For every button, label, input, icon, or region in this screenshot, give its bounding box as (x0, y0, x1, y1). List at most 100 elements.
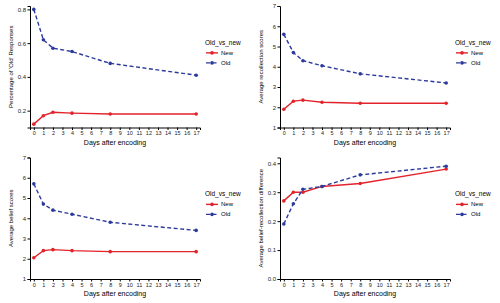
series-point (444, 81, 448, 85)
plot-area (282, 164, 448, 225)
legend: Old_vs_newNewOld (205, 39, 241, 66)
x-tick: 1 (292, 128, 295, 137)
y-tick-mark (28, 111, 31, 112)
legend-key-marker (460, 213, 464, 217)
x-tick-label: 13 (155, 130, 161, 136)
x-tick-label: 15 (425, 282, 431, 288)
x-tick-label: 6 (340, 130, 343, 136)
x-tick: 15 (425, 279, 431, 288)
y-axis-line (28, 158, 31, 280)
legend-label: Old (221, 60, 230, 66)
y-tick-mark (278, 163, 281, 164)
x-tick-label: 14 (415, 130, 421, 136)
x-tick-label: 13 (405, 282, 411, 288)
x-tick-label: 0 (33, 130, 36, 136)
x-tick-label: 12 (146, 282, 152, 288)
x-tick: 16 (434, 128, 440, 137)
x-tick: 9 (119, 128, 122, 137)
x-tick-label: 16 (434, 282, 440, 288)
y-tick-mark (28, 198, 31, 199)
x-tick-label: 2 (302, 130, 305, 136)
y-tick-label: 0.6 (18, 41, 27, 47)
x-tick: 1 (42, 128, 45, 137)
x-tick-label: 2 (52, 130, 55, 136)
x-tick: 5 (331, 128, 334, 137)
x-tick-label: 13 (405, 130, 411, 136)
y-tick: 5 (273, 44, 280, 50)
x-tick: 3 (311, 128, 314, 137)
x-tick-label: 15 (175, 282, 181, 288)
x-tick-label: 5 (81, 130, 84, 136)
y-tick-mark (28, 77, 31, 78)
x-tick-label: 16 (184, 130, 190, 136)
series-point (358, 101, 362, 105)
x-tick-label: 1 (42, 130, 45, 136)
series-point (320, 64, 324, 68)
y-tick: 0.4 (268, 161, 280, 167)
x-tick: 11 (387, 279, 393, 288)
series-point (108, 62, 112, 66)
legend-title: Old_vs_new (205, 39, 241, 47)
series-point (320, 185, 324, 189)
legend-title: Old_vs_new (205, 190, 241, 198)
x-tick: 0 (283, 279, 286, 288)
y-tick: 0.6 (18, 41, 30, 47)
x-tick-label: 10 (377, 130, 383, 136)
series-point (108, 112, 112, 116)
series-point (444, 164, 448, 168)
x-tick: 3 (311, 279, 314, 288)
x-tick: 17 (444, 279, 450, 288)
legend-label: Old (471, 211, 480, 217)
x-tick-label: 5 (331, 130, 334, 136)
x-tick: 11 (387, 128, 393, 137)
x-tick: 6 (340, 128, 343, 137)
y-tick-label: 2 (273, 105, 277, 111)
y-tick-mark (278, 107, 281, 108)
x-tick: 13 (405, 279, 411, 288)
x-tick: 8 (109, 279, 112, 288)
x-tick-label: 9 (119, 130, 122, 136)
x-tick: 15 (175, 128, 181, 137)
x-tick-label: 5 (331, 282, 334, 288)
x-tick-label: 9 (369, 130, 372, 136)
x-tick: 10 (377, 279, 383, 288)
x-tick-label: 7 (350, 130, 353, 136)
panel: 012345678910111213141516171234567Days af… (258, 3, 491, 146)
series-point (358, 72, 362, 76)
y-axis-title: Average belief-recollection difference (258, 168, 264, 267)
y-tick-label: 0.2 (18, 108, 27, 114)
plot-area (32, 8, 198, 126)
series-line (34, 184, 196, 231)
series-point (194, 229, 198, 233)
x-tick: 14 (165, 128, 171, 137)
x-tick-label: 1 (292, 130, 295, 136)
x-tick-label: 8 (109, 130, 112, 136)
x-tick-label: 12 (396, 282, 402, 288)
y-tick: 0.0 (268, 276, 280, 282)
x-tick: 1 (292, 279, 295, 288)
y-tick-mark (28, 43, 31, 44)
panel: 012345678910111213141516170.00.10.20.30.… (258, 158, 491, 298)
x-tick: 15 (425, 128, 431, 137)
y-tick: 4 (273, 64, 280, 70)
x-tick-label: 14 (165, 282, 171, 288)
y-tick-label: 0.4 (268, 161, 277, 167)
series-point (292, 190, 296, 194)
series-point (282, 199, 286, 203)
x-axis-title: Days after encoding (334, 290, 396, 298)
legend-label: Old (471, 60, 480, 66)
x-tick: 6 (90, 128, 93, 137)
x-tick: 2 (302, 128, 305, 137)
y-tick-label: 0.8 (18, 7, 27, 13)
x-tick: 12 (396, 279, 402, 288)
y-tick-mark (278, 47, 281, 48)
x-tick-label: 2 (302, 282, 305, 288)
y-tick: 2 (273, 105, 280, 111)
x-tick: 16 (184, 128, 190, 137)
x-tick-label: 12 (146, 130, 152, 136)
y-tick-mark (28, 9, 31, 10)
y-tick-label: 0.1 (268, 247, 277, 253)
series-point (292, 99, 296, 103)
series-point (42, 114, 46, 118)
x-tick: 0 (283, 128, 286, 137)
